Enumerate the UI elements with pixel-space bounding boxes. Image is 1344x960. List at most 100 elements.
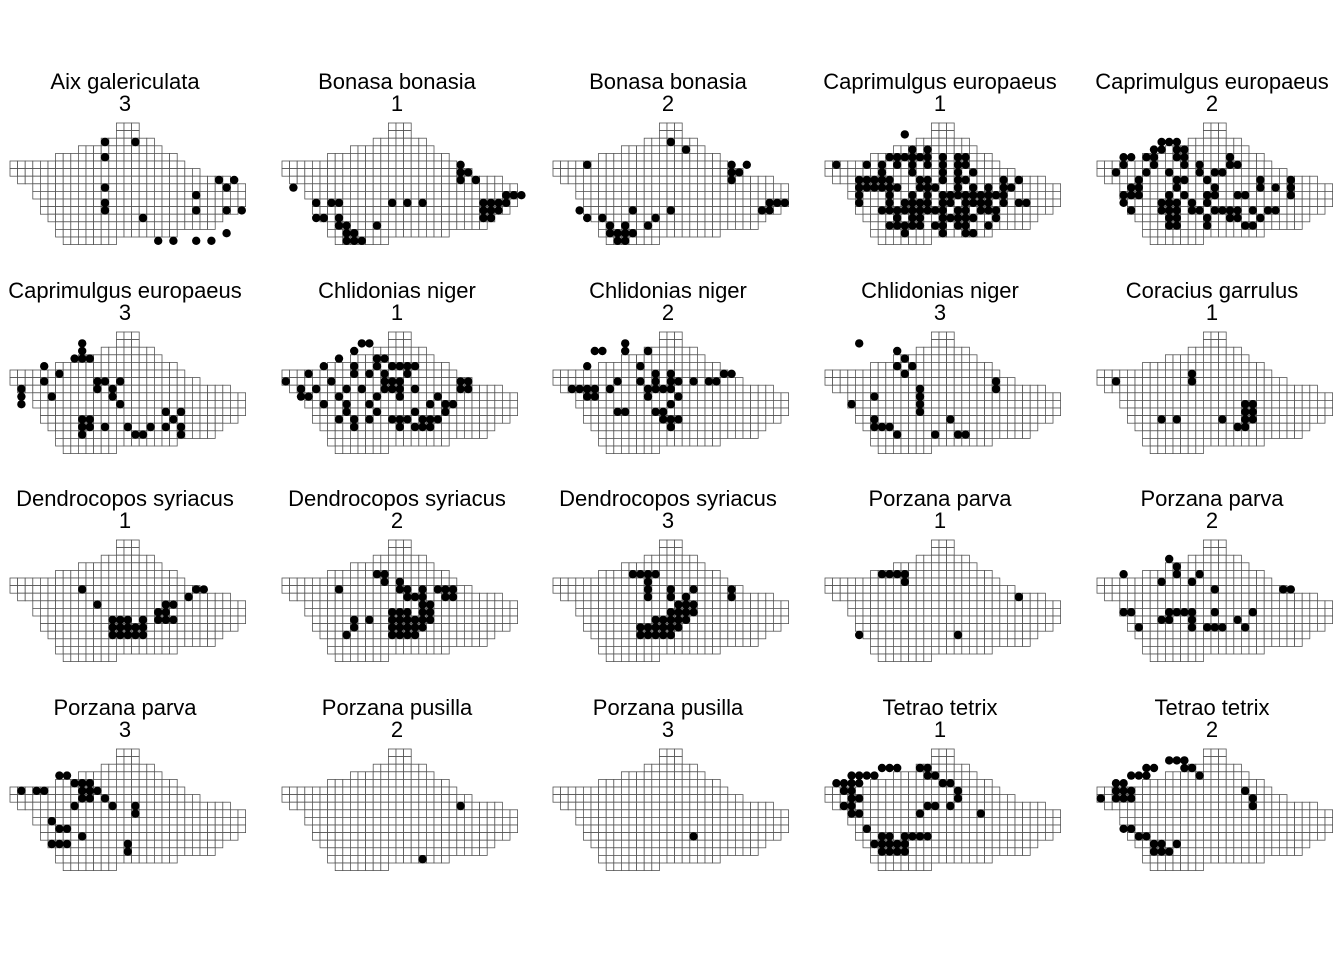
grid-cell (1233, 554, 1242, 564)
grid-cell (1165, 392, 1174, 401)
grid-cell (931, 638, 940, 647)
grid-cell (479, 600, 488, 609)
grid-cell (681, 570, 691, 579)
grid-cell (750, 206, 759, 215)
grid-cell (433, 228, 442, 238)
grid-cell (32, 191, 41, 200)
grid-cells (824, 331, 1061, 454)
grid-cell (1052, 400, 1061, 409)
grid-cell (991, 198, 1001, 207)
grid-cell (214, 407, 224, 416)
grid-cell (1142, 570, 1151, 579)
grid-cell (712, 160, 721, 169)
grid-cell (847, 577, 856, 586)
grid-cell (448, 183, 458, 192)
grid-cell (123, 547, 132, 556)
grid-cell (915, 630, 925, 640)
grid-cell (1324, 600, 1333, 609)
grid-cell (900, 422, 909, 432)
grid-cell (372, 653, 382, 662)
grid-cell (1157, 160, 1166, 169)
grid-cell (734, 615, 744, 624)
grid-cell (605, 400, 615, 409)
grid-cell (418, 645, 427, 655)
grid-cell (108, 183, 117, 192)
grid-cell (605, 213, 615, 223)
occurrence-point (893, 346, 902, 356)
grid-cell (976, 645, 985, 655)
grid-cell (78, 236, 87, 245)
grid-cell (946, 384, 955, 394)
grid-cell (923, 577, 932, 586)
grid-cell (456, 191, 465, 200)
grid-cell (146, 570, 155, 579)
grid-cell (1301, 206, 1311, 215)
grid-cell (877, 623, 887, 632)
grid-cell (976, 608, 985, 617)
grid-cell (598, 183, 607, 192)
grid-cell (471, 638, 480, 647)
grid-cell (1210, 539, 1219, 548)
grid-cell (712, 430, 721, 439)
occurrence-point (1271, 206, 1280, 215)
grid-cells (1096, 539, 1333, 662)
grid-cell (1278, 400, 1288, 409)
map-panel: Porzana parva 1 (815, 487, 1065, 687)
grid-cell (327, 600, 336, 609)
grid-cell (116, 592, 125, 602)
grid-cell (862, 400, 871, 409)
grid-cell (1278, 191, 1288, 200)
grid-cell (689, 191, 698, 200)
grid-cell (1195, 384, 1204, 394)
grid-cell (1309, 400, 1318, 409)
grid-cell (1271, 400, 1280, 409)
grid-cell (666, 554, 675, 564)
grid-cell (463, 206, 473, 215)
grid-cell (1187, 638, 1197, 647)
grid-cells (9, 539, 246, 662)
grid-cell (1187, 213, 1197, 223)
occurrence-point (885, 570, 894, 579)
occurrence-point (984, 191, 993, 200)
grid-cell (380, 236, 389, 245)
grid-cell (984, 600, 993, 609)
grid-cell (704, 430, 713, 439)
grid-cell (628, 407, 637, 416)
grid-cell (734, 377, 744, 386)
grid-cell (900, 168, 909, 177)
grid-cell (509, 198, 518, 207)
occurrence-point (1233, 160, 1242, 169)
grid-cell (1022, 206, 1031, 215)
grid-cell (1286, 615, 1295, 624)
grid-cell (885, 577, 894, 586)
grid-cell (1029, 415, 1039, 424)
grid-cell (214, 400, 224, 409)
grid-cell (1044, 392, 1054, 401)
occurrence-point (991, 213, 1001, 223)
grid-cell (908, 562, 917, 571)
occurrence-point (651, 570, 660, 579)
grid-cell (342, 430, 351, 439)
grid-cell (742, 213, 751, 223)
occurrence-point (727, 369, 736, 378)
grid-cell (1233, 592, 1242, 602)
grid-cell (32, 585, 41, 594)
grid-cell (1240, 585, 1250, 594)
grid-cell (621, 206, 630, 215)
grid-cell (765, 191, 774, 200)
grid-cell (1248, 191, 1257, 200)
occurrence-point (877, 160, 887, 169)
occurrence-point (403, 415, 412, 424)
grid-cell (93, 430, 102, 439)
grid-cell (1203, 415, 1212, 424)
grid-cell (1203, 145, 1212, 154)
grid-cell (441, 422, 450, 432)
grid-cell (207, 600, 216, 609)
occurrence-point (915, 400, 925, 409)
occurrence-point (666, 137, 675, 147)
grid-cell (40, 615, 49, 624)
grid-cell (567, 592, 577, 602)
grid-cell (176, 630, 186, 640)
grid-cell (877, 153, 887, 162)
occurrence-point (1263, 206, 1273, 215)
